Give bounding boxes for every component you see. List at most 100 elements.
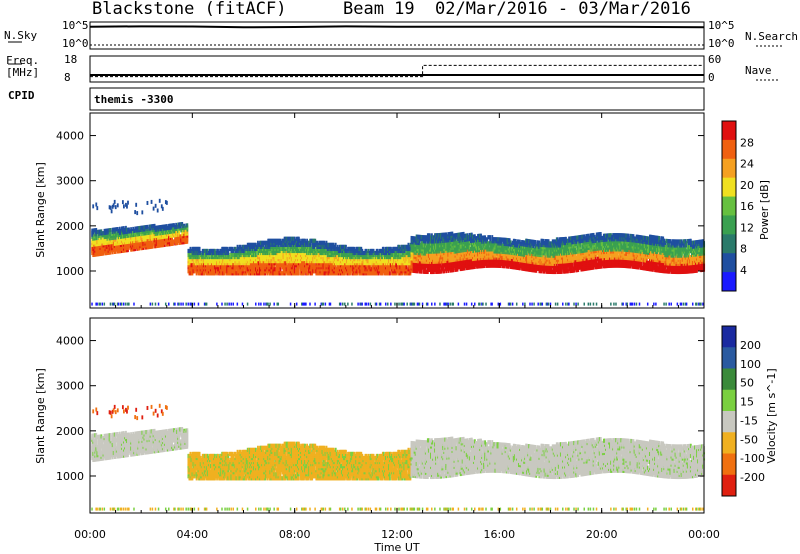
power-cell [431, 265, 433, 270]
power-cell [304, 238, 306, 243]
power-cell [431, 245, 433, 250]
power-cell [275, 267, 278, 272]
power-cell [314, 238, 317, 243]
power-cell [347, 246, 349, 252]
power-cell [176, 230, 179, 236]
power-cell [317, 242, 320, 247]
power-cell [212, 248, 214, 254]
power-cell [379, 252, 382, 258]
nave-tick-bottom: 0 [708, 71, 715, 84]
power-cell [259, 240, 261, 245]
power-cell [146, 239, 149, 244]
power-cell [175, 230, 177, 236]
power-cell [312, 238, 315, 243]
power-cell [136, 211, 139, 216]
power-cell [423, 247, 426, 252]
power-cell [216, 261, 218, 266]
power-cell [470, 302, 473, 306]
power-cell [310, 265, 313, 270]
power-cell [369, 302, 372, 306]
power-cell [289, 263, 292, 268]
power-cell [256, 256, 258, 262]
power-cell [427, 233, 430, 238]
power-cell [165, 224, 168, 229]
power-cell [432, 239, 434, 244]
power-cell [447, 244, 450, 249]
power-cell [445, 244, 448, 249]
power-cell [433, 239, 435, 244]
power-cell [223, 267, 226, 272]
power-cell [423, 235, 426, 240]
power-cell [262, 271, 264, 276]
power-cell [368, 250, 371, 256]
power-cell [329, 256, 332, 262]
power-cell [460, 264, 463, 269]
power-cell [392, 252, 394, 258]
power-cell [334, 246, 337, 252]
power-cell [265, 254, 268, 260]
power-cell [269, 238, 272, 243]
power-cell [284, 261, 287, 266]
power-cell [391, 256, 393, 262]
power-cell [158, 198, 161, 203]
power-cell [107, 228, 110, 233]
power-cell [231, 254, 234, 260]
power-cell [165, 200, 168, 205]
power-cell [352, 267, 355, 272]
power-cell [320, 248, 323, 254]
power-cell [194, 246, 197, 252]
power-cell [126, 246, 128, 251]
power-cell [394, 246, 396, 252]
power-cell [423, 251, 426, 256]
power-cell [323, 271, 326, 276]
power-cell [206, 259, 209, 264]
power-cell [102, 231, 105, 236]
power-cell [190, 267, 193, 272]
power-cell [466, 233, 469, 238]
power-cell [117, 228, 120, 234]
power-cell [360, 256, 363, 262]
power-cell [307, 250, 310, 256]
power-cell [480, 249, 482, 255]
power-cell [418, 302, 421, 306]
power-cell [224, 302, 226, 306]
power-cell [98, 237, 101, 242]
power-cell [138, 226, 141, 231]
power-cell [292, 236, 295, 241]
power-cell [257, 261, 259, 266]
power-cell [209, 248, 212, 254]
power-cell [425, 269, 428, 274]
power-cell [176, 224, 179, 229]
power-cell [492, 237, 495, 242]
power-cell [447, 252, 450, 257]
power-cell [382, 246, 385, 252]
power-cell [161, 206, 164, 211]
power-cell [157, 225, 160, 230]
power-cell [377, 250, 380, 256]
power-cell [92, 246, 95, 251]
power-cell [158, 231, 161, 236]
power-cell [301, 261, 303, 266]
power-cell [494, 263, 497, 268]
power-cell [228, 302, 230, 306]
power-cell [344, 263, 346, 268]
power-cell [360, 246, 363, 252]
power-cell [132, 226, 135, 232]
power-cell [364, 248, 367, 254]
power-cell [323, 240, 326, 245]
power-cell [405, 265, 408, 270]
power-cell [413, 236, 416, 241]
power-cell [346, 271, 348, 276]
power-cell [426, 233, 429, 238]
power-cell [366, 259, 369, 264]
power-cell [97, 233, 100, 239]
power-cell [91, 302, 93, 306]
power-cell [459, 256, 462, 261]
power-cell [474, 246, 476, 251]
nave-label: Nave [745, 64, 772, 77]
power-cell [150, 199, 153, 204]
power-cell [233, 252, 236, 258]
power-cell [180, 222, 183, 227]
power-cell [226, 246, 229, 252]
power-cell [327, 242, 330, 247]
